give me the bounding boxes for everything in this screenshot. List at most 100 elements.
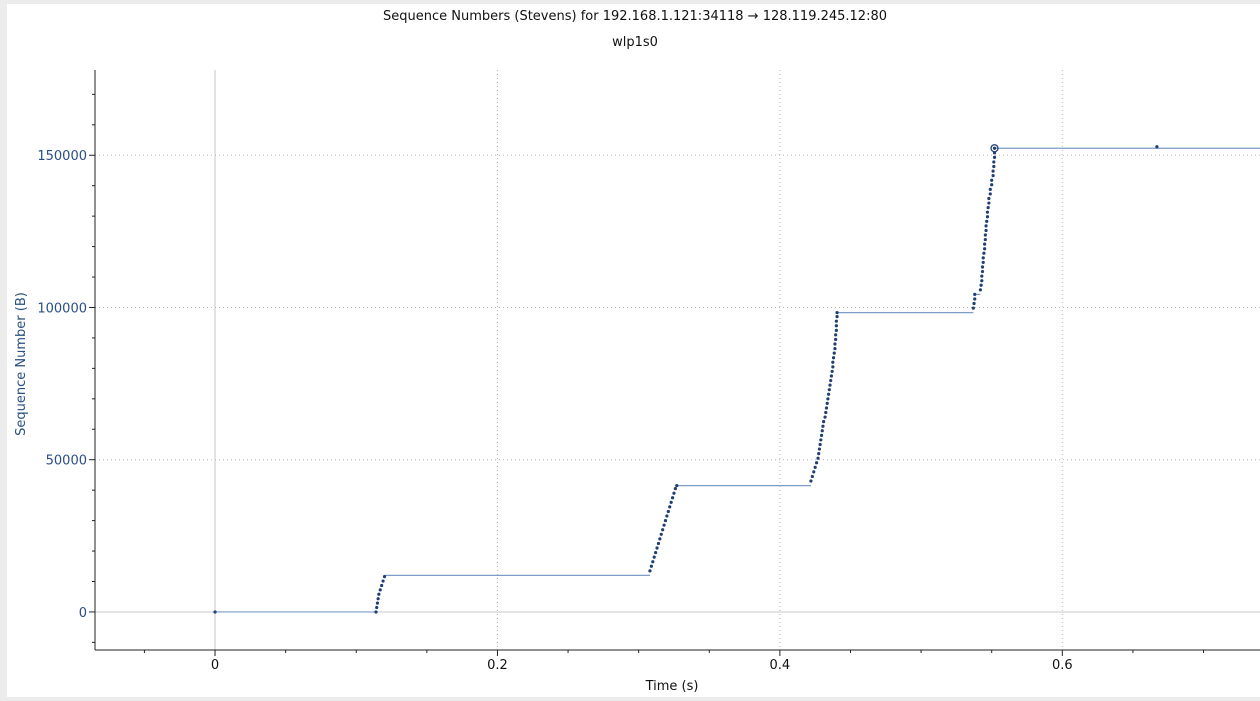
- data-point: [973, 297, 977, 301]
- data-point: [819, 433, 824, 437]
- data-point: [812, 470, 816, 474]
- data-point: [817, 452, 821, 456]
- data-point: [375, 605, 379, 610]
- data-point: [981, 260, 985, 265]
- data-point: [822, 420, 826, 424]
- data-point: [668, 505, 672, 509]
- y-axis-label: Sequence Number (B): [14, 292, 29, 436]
- grid-lines: [95, 70, 1260, 650]
- y-tick-label: 100000: [37, 301, 87, 316]
- data-point: [651, 560, 655, 564]
- data-point: [655, 546, 659, 550]
- data-point: [981, 256, 985, 260]
- data-point: [831, 365, 835, 369]
- selected-point-marker: [990, 144, 999, 153]
- data-point: [987, 201, 991, 205]
- data-point: [985, 215, 990, 219]
- data-point: [818, 442, 822, 447]
- data-point: [986, 206, 990, 210]
- data-point: [663, 519, 668, 523]
- sequence-graph[interactable]: Sequence Numbers (Stevens) for 192.168.1…: [7, 4, 1260, 697]
- data-point: [835, 315, 839, 319]
- data-point: [971, 306, 975, 310]
- y-tick-label: 150000: [37, 149, 87, 164]
- data-point: [990, 183, 994, 187]
- data-point: [672, 491, 676, 495]
- data-point: [972, 301, 976, 306]
- data-point: [973, 292, 977, 296]
- data-point: [810, 474, 814, 479]
- data-point: [983, 237, 987, 242]
- data-point: [816, 456, 820, 460]
- data-point: [834, 328, 838, 332]
- x-axis-label: Time (s): [645, 679, 699, 694]
- data-point: [980, 274, 984, 278]
- data-point: [378, 588, 382, 592]
- data-point: [983, 233, 987, 237]
- data-point: [991, 174, 995, 178]
- data-point: [984, 228, 988, 233]
- graph-title: Sequence Numbers (Stevens) for 192.168.1…: [383, 9, 887, 24]
- data-point: [654, 550, 658, 555]
- x-tick-label: 0.6: [1052, 658, 1073, 673]
- data-point: [830, 369, 834, 374]
- data-point: [827, 388, 831, 392]
- data-point: [809, 479, 813, 483]
- y-tick-label: 50000: [46, 454, 87, 469]
- data-point: [835, 311, 839, 315]
- data-point: [826, 397, 830, 401]
- data-point: [826, 392, 831, 396]
- data-point: [673, 487, 677, 491]
- data-point: [992, 146, 997, 150]
- data-point: [648, 569, 652, 573]
- data-point: [983, 242, 987, 246]
- data-point: [820, 429, 824, 433]
- graph-window: Sequence Numbers (Stevens) for 192.168.1…: [7, 4, 1260, 697]
- data-point: [374, 610, 378, 614]
- data-point: [669, 500, 673, 504]
- data-point: [670, 496, 675, 500]
- data-point: [985, 219, 989, 223]
- data-point: [656, 541, 661, 546]
- data-point: [834, 324, 838, 328]
- data-points: [213, 144, 1159, 614]
- data-point: [829, 378, 833, 383]
- data-point: [829, 374, 834, 378]
- data-point: [823, 415, 827, 419]
- data-point: [831, 356, 836, 360]
- data-point: [982, 251, 986, 255]
- data-point: [832, 351, 836, 355]
- data-point: [979, 283, 983, 287]
- x-tick-label: 0.2: [487, 658, 508, 673]
- data-point: [988, 192, 992, 196]
- data-point: [213, 610, 217, 614]
- data-point: [834, 337, 838, 342]
- data-point: [658, 537, 662, 541]
- data-point: [814, 461, 819, 465]
- data-point: [992, 164, 996, 169]
- data-point: [375, 601, 380, 605]
- data-point: [992, 155, 997, 159]
- data-point: [377, 592, 381, 596]
- data-point: [833, 342, 837, 346]
- data-point: [988, 187, 992, 191]
- data-point: [662, 523, 666, 527]
- x-tick-label: 0.4: [770, 658, 791, 673]
- data-point: [382, 575, 387, 579]
- data-point: [987, 196, 991, 201]
- data-point: [834, 333, 838, 337]
- tick-labels: 0 50000 100000 150000 0 0.2 0.4 0.6: [37, 149, 1072, 673]
- data-point: [376, 597, 380, 601]
- data-point: [652, 555, 656, 559]
- data-point: [824, 406, 829, 410]
- data-point: [380, 583, 384, 588]
- data-point: [813, 465, 817, 469]
- data-point: [992, 160, 996, 164]
- data-point: [825, 401, 829, 405]
- data-point: [834, 319, 838, 323]
- data-point: [980, 279, 984, 283]
- y-tick-label: 0: [79, 606, 87, 621]
- data-point: [666, 509, 670, 514]
- data-point: [381, 579, 385, 583]
- graph-subtitle: wlp1s0: [612, 35, 658, 50]
